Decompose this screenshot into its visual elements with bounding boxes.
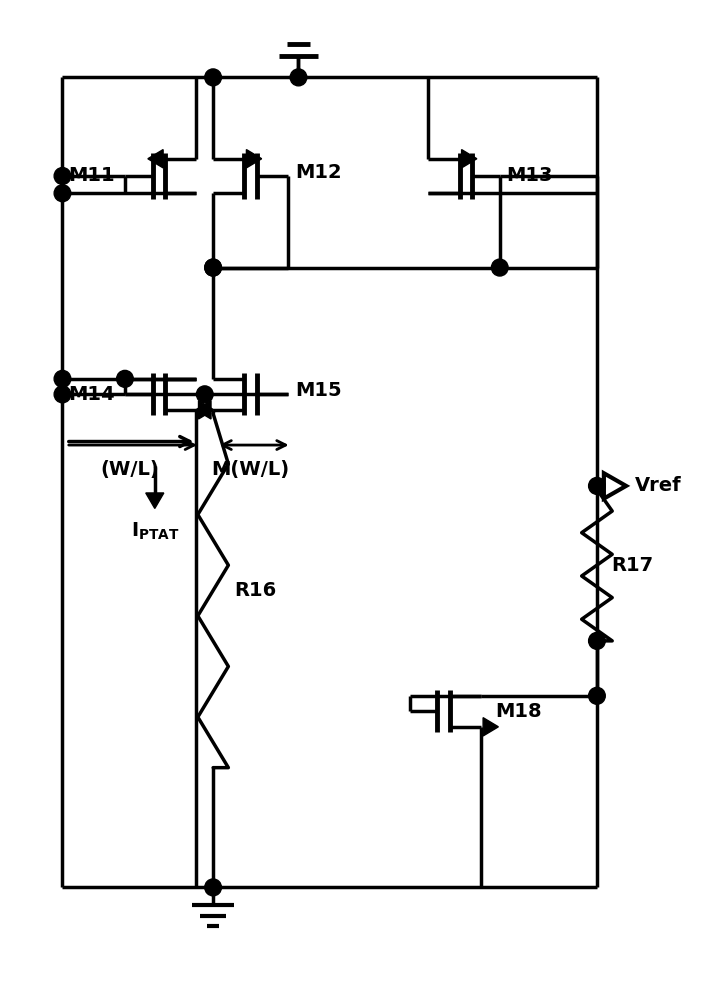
Polygon shape (246, 150, 262, 168)
Circle shape (54, 168, 71, 184)
Text: M18: M18 (495, 702, 542, 721)
Text: M12: M12 (295, 163, 342, 182)
Polygon shape (483, 718, 498, 736)
Text: R17: R17 (611, 556, 653, 575)
Text: $\mathbf{I_{PTAT}}$: $\mathbf{I_{PTAT}}$ (130, 520, 179, 542)
Text: R16: R16 (234, 581, 276, 600)
Circle shape (205, 69, 222, 86)
Circle shape (54, 185, 71, 202)
Text: M14: M14 (68, 385, 115, 404)
Text: M15: M15 (295, 381, 342, 400)
Circle shape (205, 259, 222, 276)
Circle shape (588, 687, 605, 704)
Circle shape (54, 386, 71, 403)
Polygon shape (604, 473, 626, 499)
Circle shape (491, 259, 508, 276)
Polygon shape (148, 150, 163, 168)
Circle shape (290, 69, 307, 86)
Polygon shape (146, 493, 164, 508)
Text: M(W/L): M(W/L) (212, 460, 290, 479)
Text: Vref: Vref (635, 476, 682, 495)
Text: (W/L): (W/L) (100, 460, 159, 479)
Text: M11: M11 (68, 166, 115, 185)
Circle shape (196, 386, 213, 403)
Circle shape (588, 477, 605, 494)
Polygon shape (462, 150, 477, 168)
Polygon shape (195, 401, 211, 419)
Circle shape (588, 632, 605, 649)
Polygon shape (198, 401, 214, 419)
Text: M13: M13 (507, 166, 553, 185)
Circle shape (117, 370, 133, 387)
Circle shape (54, 370, 71, 387)
Circle shape (205, 259, 222, 276)
Circle shape (205, 879, 222, 896)
